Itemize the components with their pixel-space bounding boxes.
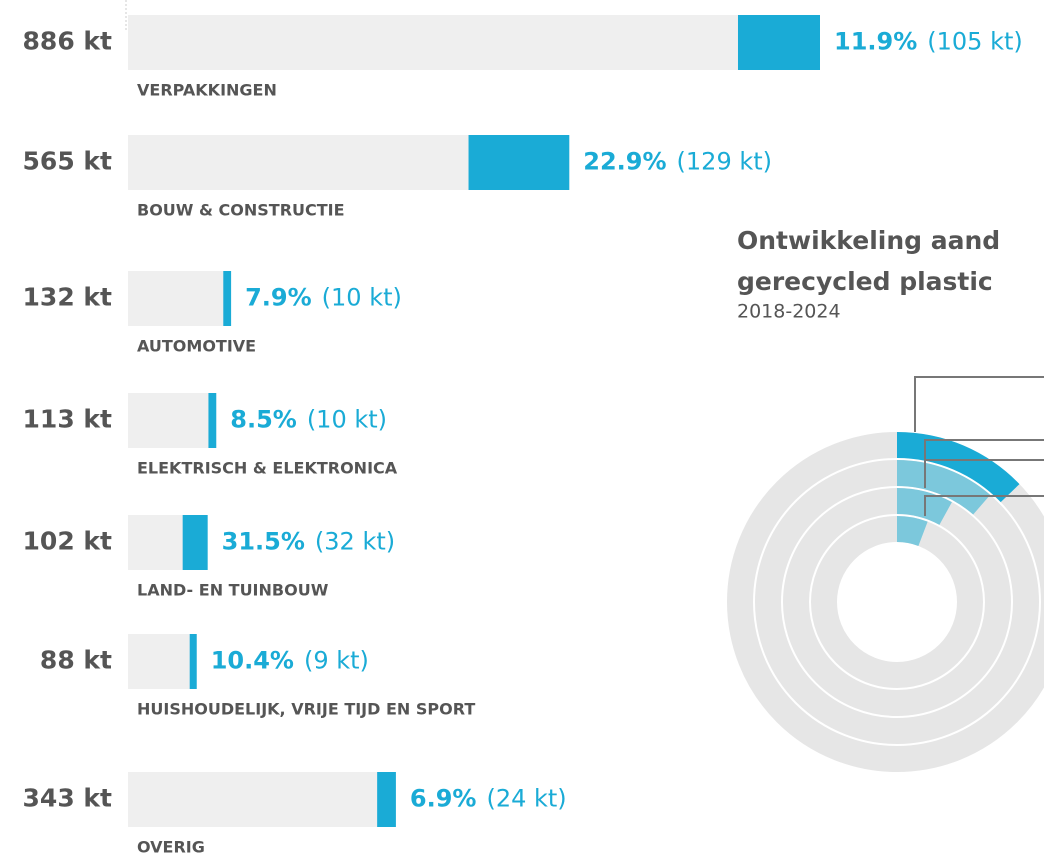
total-label: 886 kt — [23, 27, 113, 56]
total-label: 565 kt — [23, 147, 113, 176]
recycled-label: (24 kt) — [486, 785, 566, 813]
recycled-label: (129 kt) — [677, 148, 772, 176]
recycled-label: (9 kt) — [304, 647, 369, 675]
total-label: 102 kt — [23, 527, 113, 556]
recycled-bar — [189, 634, 197, 689]
recycled-label: (105 kt) — [927, 28, 1022, 56]
total-bar — [128, 634, 197, 689]
recycled-bar — [737, 15, 820, 70]
category-label: VERPAKKINGEN — [137, 81, 277, 100]
recycled-label: (10 kt) — [307, 406, 387, 434]
chart-title: gerecycled plastic — [737, 267, 993, 296]
total-label: 88 kt — [40, 646, 112, 675]
leader-lines — [914, 376, 1044, 516]
share-label: 7.9% — [245, 284, 312, 312]
category-label: LAND- EN TUINBOUW — [137, 581, 329, 600]
share-label: 22.9% — [583, 148, 666, 176]
chart-subtitle: 2018-2024 — [737, 301, 841, 323]
share-label: 31.5% — [222, 528, 305, 556]
total-bar — [128, 393, 217, 448]
recycled-label: (32 kt) — [315, 528, 395, 556]
recycled-bar — [377, 772, 396, 827]
chart-title: Ontwikkeling aand — [737, 226, 1000, 255]
ring-arc — [897, 432, 1020, 503]
total-label: 132 kt — [23, 283, 113, 312]
total-label: 113 kt — [23, 405, 113, 434]
category-label: OVERIG — [137, 838, 205, 857]
category-label: AUTOMOTIVE — [137, 337, 256, 356]
share-label: 6.9% — [410, 785, 477, 813]
recycled-bar — [182, 515, 208, 570]
share-label: 8.5% — [230, 406, 297, 434]
recycled-bar — [468, 135, 570, 190]
total-label: 343 kt — [23, 784, 113, 813]
total-bar — [128, 15, 820, 70]
category-label: ELEKTRISCH & ELEKTRONICA — [137, 459, 398, 478]
category-label: HUISHOUDELIJK, VRIJE TIJD EN SPORT — [137, 700, 475, 719]
total-bar — [128, 772, 396, 827]
ring-track — [811, 516, 983, 688]
share-label: 10.4% — [211, 647, 294, 675]
ring-arc — [897, 516, 928, 546]
share-label: 11.9% — [834, 28, 917, 56]
total-bar — [128, 271, 232, 326]
recycled-label: (10 kt) — [322, 284, 402, 312]
recycled-bar — [223, 271, 232, 326]
ring-arc — [897, 460, 991, 515]
recycled-bar — [208, 393, 217, 448]
category-label: BOUW & CONSTRUCTIE — [137, 201, 345, 220]
